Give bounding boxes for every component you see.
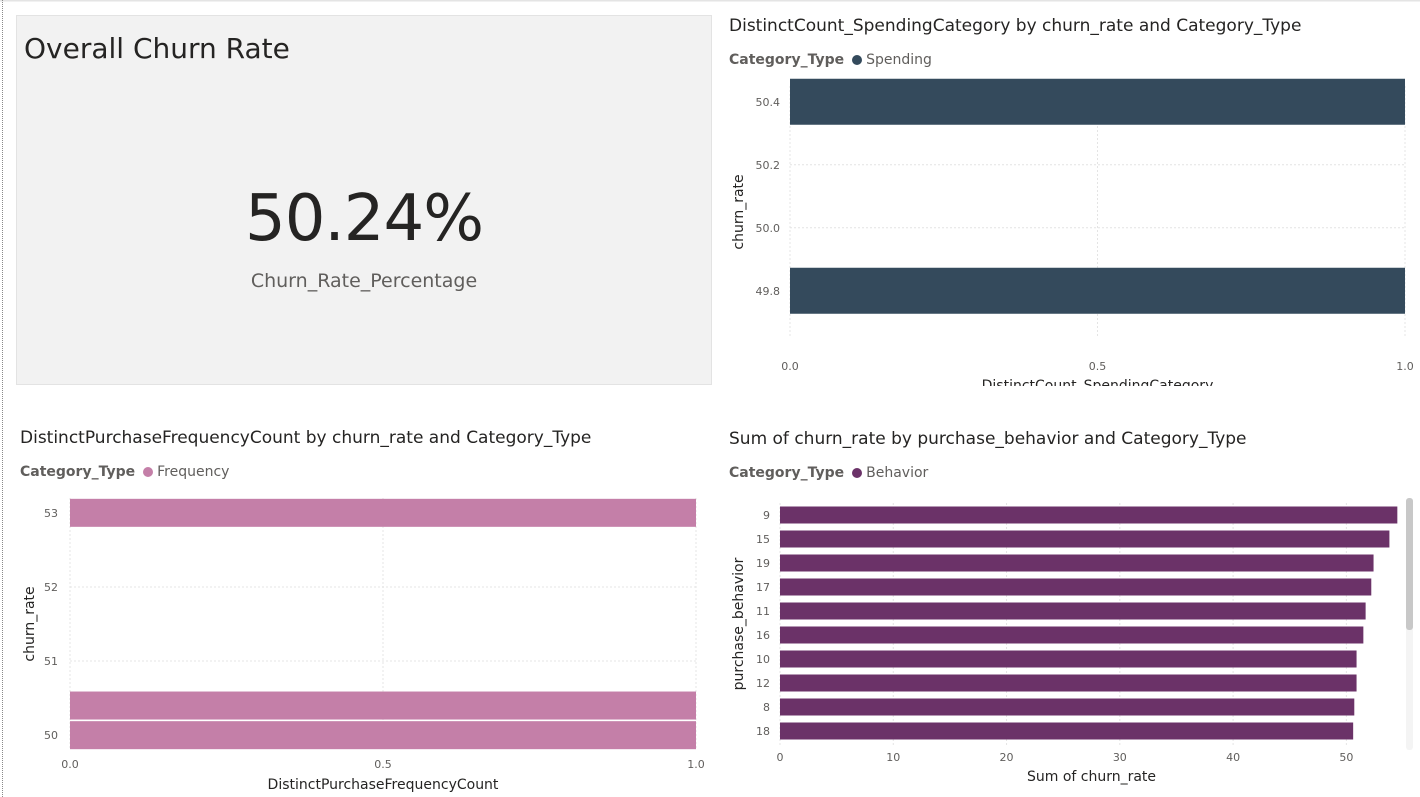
y-tick-label: 11 [756,605,770,618]
x-axis-title: Sum of churn_rate [1027,769,1156,785]
bar [780,674,1357,692]
y-tick-label: 10 [756,653,770,666]
behavior-chart[interactable]: Sum of churn_rate by purchase_behavior a… [729,429,1419,797]
behavior-plot: 0 10 20 30 40 50 9 15 19 17 11 16 10 12 8 18 Sum of chur… [731,503,1398,785]
legend-title: Category_Type [729,52,845,68]
scrollbar-thumb[interactable] [1406,498,1413,630]
x-tick-label: 0.0 [781,360,799,373]
y-tick-label: 50.4 [756,96,781,109]
y-axis-title: churn_rate [22,586,38,661]
y-tick-label: 50 [44,729,58,742]
chart-legend: Category_Type Spending [729,52,932,68]
legend-item-label[interactable]: Spending [866,52,932,68]
legend-title: Category_Type [729,465,845,481]
x-axis-title: DistinctCount_SpendingCategory [982,378,1214,386]
y-tick-label: 49.8 [756,285,781,298]
card-title: Overall Churn Rate [24,32,290,65]
legend-marker [852,55,863,65]
y-tick-label: 8 [763,701,770,714]
card-value: 50.24% [244,182,484,256]
bar [790,78,1405,125]
kpi-card[interactable]: Overall Churn Rate 50.24% Churn_Rate_Per… [16,15,712,385]
bar [70,498,696,527]
y-tick-label: 12 [756,677,770,690]
x-tick-label: 0.5 [374,758,392,771]
frequency-plot: 0.0 0.5 1.0 53 52 51 50 DistinctPurchaseFrequen… [22,498,705,793]
y-axis-title: purchase_behavior [731,557,747,690]
y-tick-label: 53 [44,507,58,520]
x-tick-label: 30 [1113,751,1127,764]
spending-plot: 0.0 0.5 1.0 50.4 50.2 50.0 49.8 DistinctCount_S… [731,78,1414,386]
x-tick-label: 0.5 [1089,360,1107,373]
frequency-chart[interactable]: DistinctPurchaseFrequencyCount by churn_… [20,428,720,797]
chart-title: DistinctPurchaseFrequencyCount by churn_… [20,428,592,448]
legend-item-label[interactable]: Frequency [157,464,230,480]
behavior-chart-scrollbar[interactable] [1406,498,1413,750]
y-tick-label: 17 [756,581,770,594]
y-tick-label: 19 [756,557,770,570]
bar [780,530,1390,548]
x-axis-title: DistinctPurchaseFrequencyCount [268,777,499,793]
bar [780,602,1366,620]
legend-marker [143,467,154,477]
y-axis-title: churn_rate [731,174,747,249]
card-label: Churn_Rate_Percentage [250,270,478,292]
x-tick-label: 40 [1226,751,1240,764]
bar [780,626,1364,644]
bar [780,554,1374,572]
legend-title: Category_Type [20,464,136,480]
y-tick-label: 15 [756,533,770,546]
chart-legend: Category_Type Behavior [729,465,928,481]
spending-chart[interactable]: DistinctCount_SpendingCategory by churn_… [729,16,1419,386]
bar [790,267,1405,314]
bar [70,691,696,720]
x-tick-label: 20 [1000,751,1014,764]
left-border [2,0,3,797]
bar [780,506,1398,524]
x-tick-label: 0.0 [61,758,79,771]
bar [780,578,1372,596]
chart-title: DistinctCount_SpendingCategory by churn_… [729,16,1302,36]
x-tick-label: 50 [1339,751,1353,764]
bar [780,698,1355,716]
bar [780,722,1354,740]
legend-marker [852,468,863,478]
chart-title: Sum of churn_rate by purchase_behavior a… [729,429,1247,449]
chart-legend: Category_Type Frequency [20,464,229,480]
x-tick-label: 1.0 [1396,360,1414,373]
x-tick-label: 10 [886,751,900,764]
bar [780,650,1357,668]
x-tick-label: 0 [777,751,784,764]
y-tick-label: 50.0 [756,222,781,235]
x-tick-label: 1.0 [687,758,705,771]
y-tick-label: 16 [756,629,770,642]
legend-item-label[interactable]: Behavior [866,465,929,481]
y-tick-label: 18 [756,725,770,738]
y-tick-label: 50.2 [756,159,781,172]
y-tick-label: 9 [763,509,770,522]
y-tick-label: 51 [44,655,58,668]
y-tick-label: 52 [44,581,58,594]
bar [70,721,696,750]
top-border [0,0,1420,2]
